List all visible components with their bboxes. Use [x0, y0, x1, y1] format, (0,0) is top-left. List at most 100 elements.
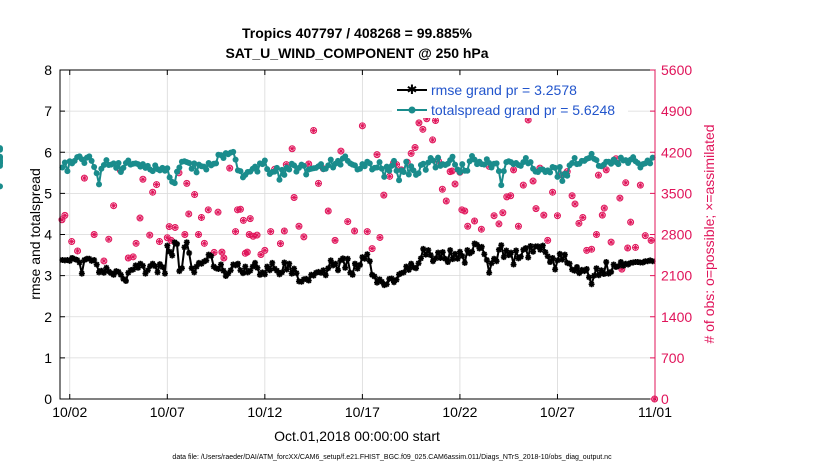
- obs-possible-marker: [204, 206, 212, 214]
- obs-count-point: [246, 215, 254, 223]
- totalspread-point: [400, 168, 407, 175]
- obs-count-point: [529, 177, 537, 185]
- rmse-point: [103, 264, 110, 271]
- obs-possible-marker: [519, 181, 527, 189]
- obs-possible-marker: [568, 192, 576, 200]
- rmse-point: [198, 260, 205, 267]
- obs-count-point: [245, 231, 253, 238]
- obs-possible-marker: [438, 185, 446, 193]
- obs-count-point: [153, 181, 161, 189]
- rmse-point: [547, 259, 554, 266]
- legend-spread-marker: [408, 106, 416, 114]
- totalspread-point: [649, 154, 656, 161]
- rmse-point: [591, 272, 598, 279]
- rmse-point: [205, 251, 212, 258]
- obs-possible-marker: [411, 144, 419, 152]
- rmse-point: [291, 265, 298, 272]
- rmse-point: [161, 270, 168, 277]
- obs-count-point: [419, 125, 427, 133]
- obs-count-point: [380, 191, 388, 199]
- obs-count-point: [448, 167, 456, 175]
- y-right-tick-label: 2800: [661, 227, 692, 243]
- rmse-point: [376, 276, 383, 283]
- rmse-point: [361, 255, 368, 262]
- obs-possible-marker: [600, 204, 608, 212]
- totalspread-point: [422, 166, 429, 173]
- totalspread-point: [390, 157, 397, 164]
- obs-assimilated-marker: [150, 189, 156, 195]
- totalspread-point: [432, 164, 439, 171]
- obs-count-point: [351, 227, 359, 235]
- rmse-point: [464, 247, 471, 254]
- x-tick-label: 10/22: [442, 404, 477, 420]
- obs-assimilated-marker: [412, 145, 418, 151]
- obs-assimilated-marker: [520, 182, 526, 188]
- rmse-point: [288, 270, 295, 277]
- obs-possible-marker: [532, 205, 540, 213]
- obs-possible-marker: [171, 223, 179, 231]
- totalspread-point: [303, 171, 310, 178]
- rmse-point: [76, 259, 83, 266]
- obs-assimilated-marker: [325, 208, 331, 214]
- obs-count-point: [519, 181, 527, 189]
- obs-possible-marker: [310, 127, 318, 135]
- obs-possible-marker: [429, 136, 437, 144]
- rmse-point: [498, 242, 505, 249]
- totalspread-point: [59, 164, 66, 171]
- obs-count-layer: [58, 115, 659, 403]
- rmse-point: [420, 245, 427, 252]
- x-tick-label: 10/02: [52, 404, 87, 420]
- obs-assimilated-marker: [106, 236, 112, 242]
- y-axis-label: rmse and totalspread: [27, 168, 43, 300]
- rmse-point: [152, 263, 159, 270]
- totalspread-point: [420, 160, 427, 167]
- rmse-point: [310, 272, 317, 279]
- obs-assimilated-marker: [603, 167, 609, 173]
- obs-assimilated-marker: [599, 212, 605, 218]
- obs-possible-marker: [243, 248, 251, 256]
- rmse-point: [125, 269, 132, 276]
- obs-count-point: [191, 191, 199, 199]
- obs-assimilated-marker: [332, 237, 338, 243]
- rmse-point: [647, 257, 654, 264]
- obs-count-point: [363, 228, 371, 236]
- obs-possible-marker: [324, 207, 332, 215]
- totalspread-point: [571, 155, 578, 162]
- totalspread-point: [466, 158, 473, 165]
- obs-possible-marker: [583, 246, 591, 254]
- obs-possible-marker: [288, 145, 296, 153]
- obs-possible-marker: [507, 192, 515, 200]
- totalspread-point: [552, 164, 559, 171]
- data-file-footer: data file: /Users/raeder/DAI/ATM_forcXX/…: [172, 454, 612, 461]
- rmse-point: [527, 243, 534, 250]
- obs-assimilated-marker: [192, 192, 198, 198]
- obs-assimilated-marker: [424, 116, 430, 122]
- rmse-point: [339, 255, 346, 262]
- obs-count-point: [239, 216, 247, 224]
- obs-count-point: [598, 211, 606, 219]
- rmse-point: [608, 268, 615, 275]
- obs-assimilated-marker: [359, 123, 365, 129]
- totalspread-point: [213, 160, 220, 167]
- totalspread-point: [193, 169, 200, 176]
- obs-count-point: [236, 205, 244, 213]
- obs-assimilated-marker: [608, 239, 614, 245]
- obs-count-point: [232, 228, 240, 236]
- totalspread-point: [342, 153, 349, 160]
- rmse-point: [88, 257, 95, 264]
- obs-assimilated-marker: [196, 232, 202, 237]
- obs-possible-marker: [575, 219, 583, 227]
- totalspread-point: [264, 166, 271, 173]
- y-right-tick-label: 4900: [661, 103, 692, 119]
- totalspread-point: [498, 182, 505, 189]
- obs-possible-marker: [276, 240, 284, 248]
- rmse-point: [469, 248, 476, 255]
- rmse-point: [390, 279, 397, 286]
- rmse-point: [130, 266, 137, 273]
- rmse-point: [120, 275, 127, 282]
- rmse-point: [308, 271, 315, 278]
- rmse-point: [612, 263, 619, 270]
- rmse-point: [312, 269, 319, 276]
- obs-assimilated-marker: [156, 239, 162, 245]
- obs-possible-marker: [579, 213, 587, 221]
